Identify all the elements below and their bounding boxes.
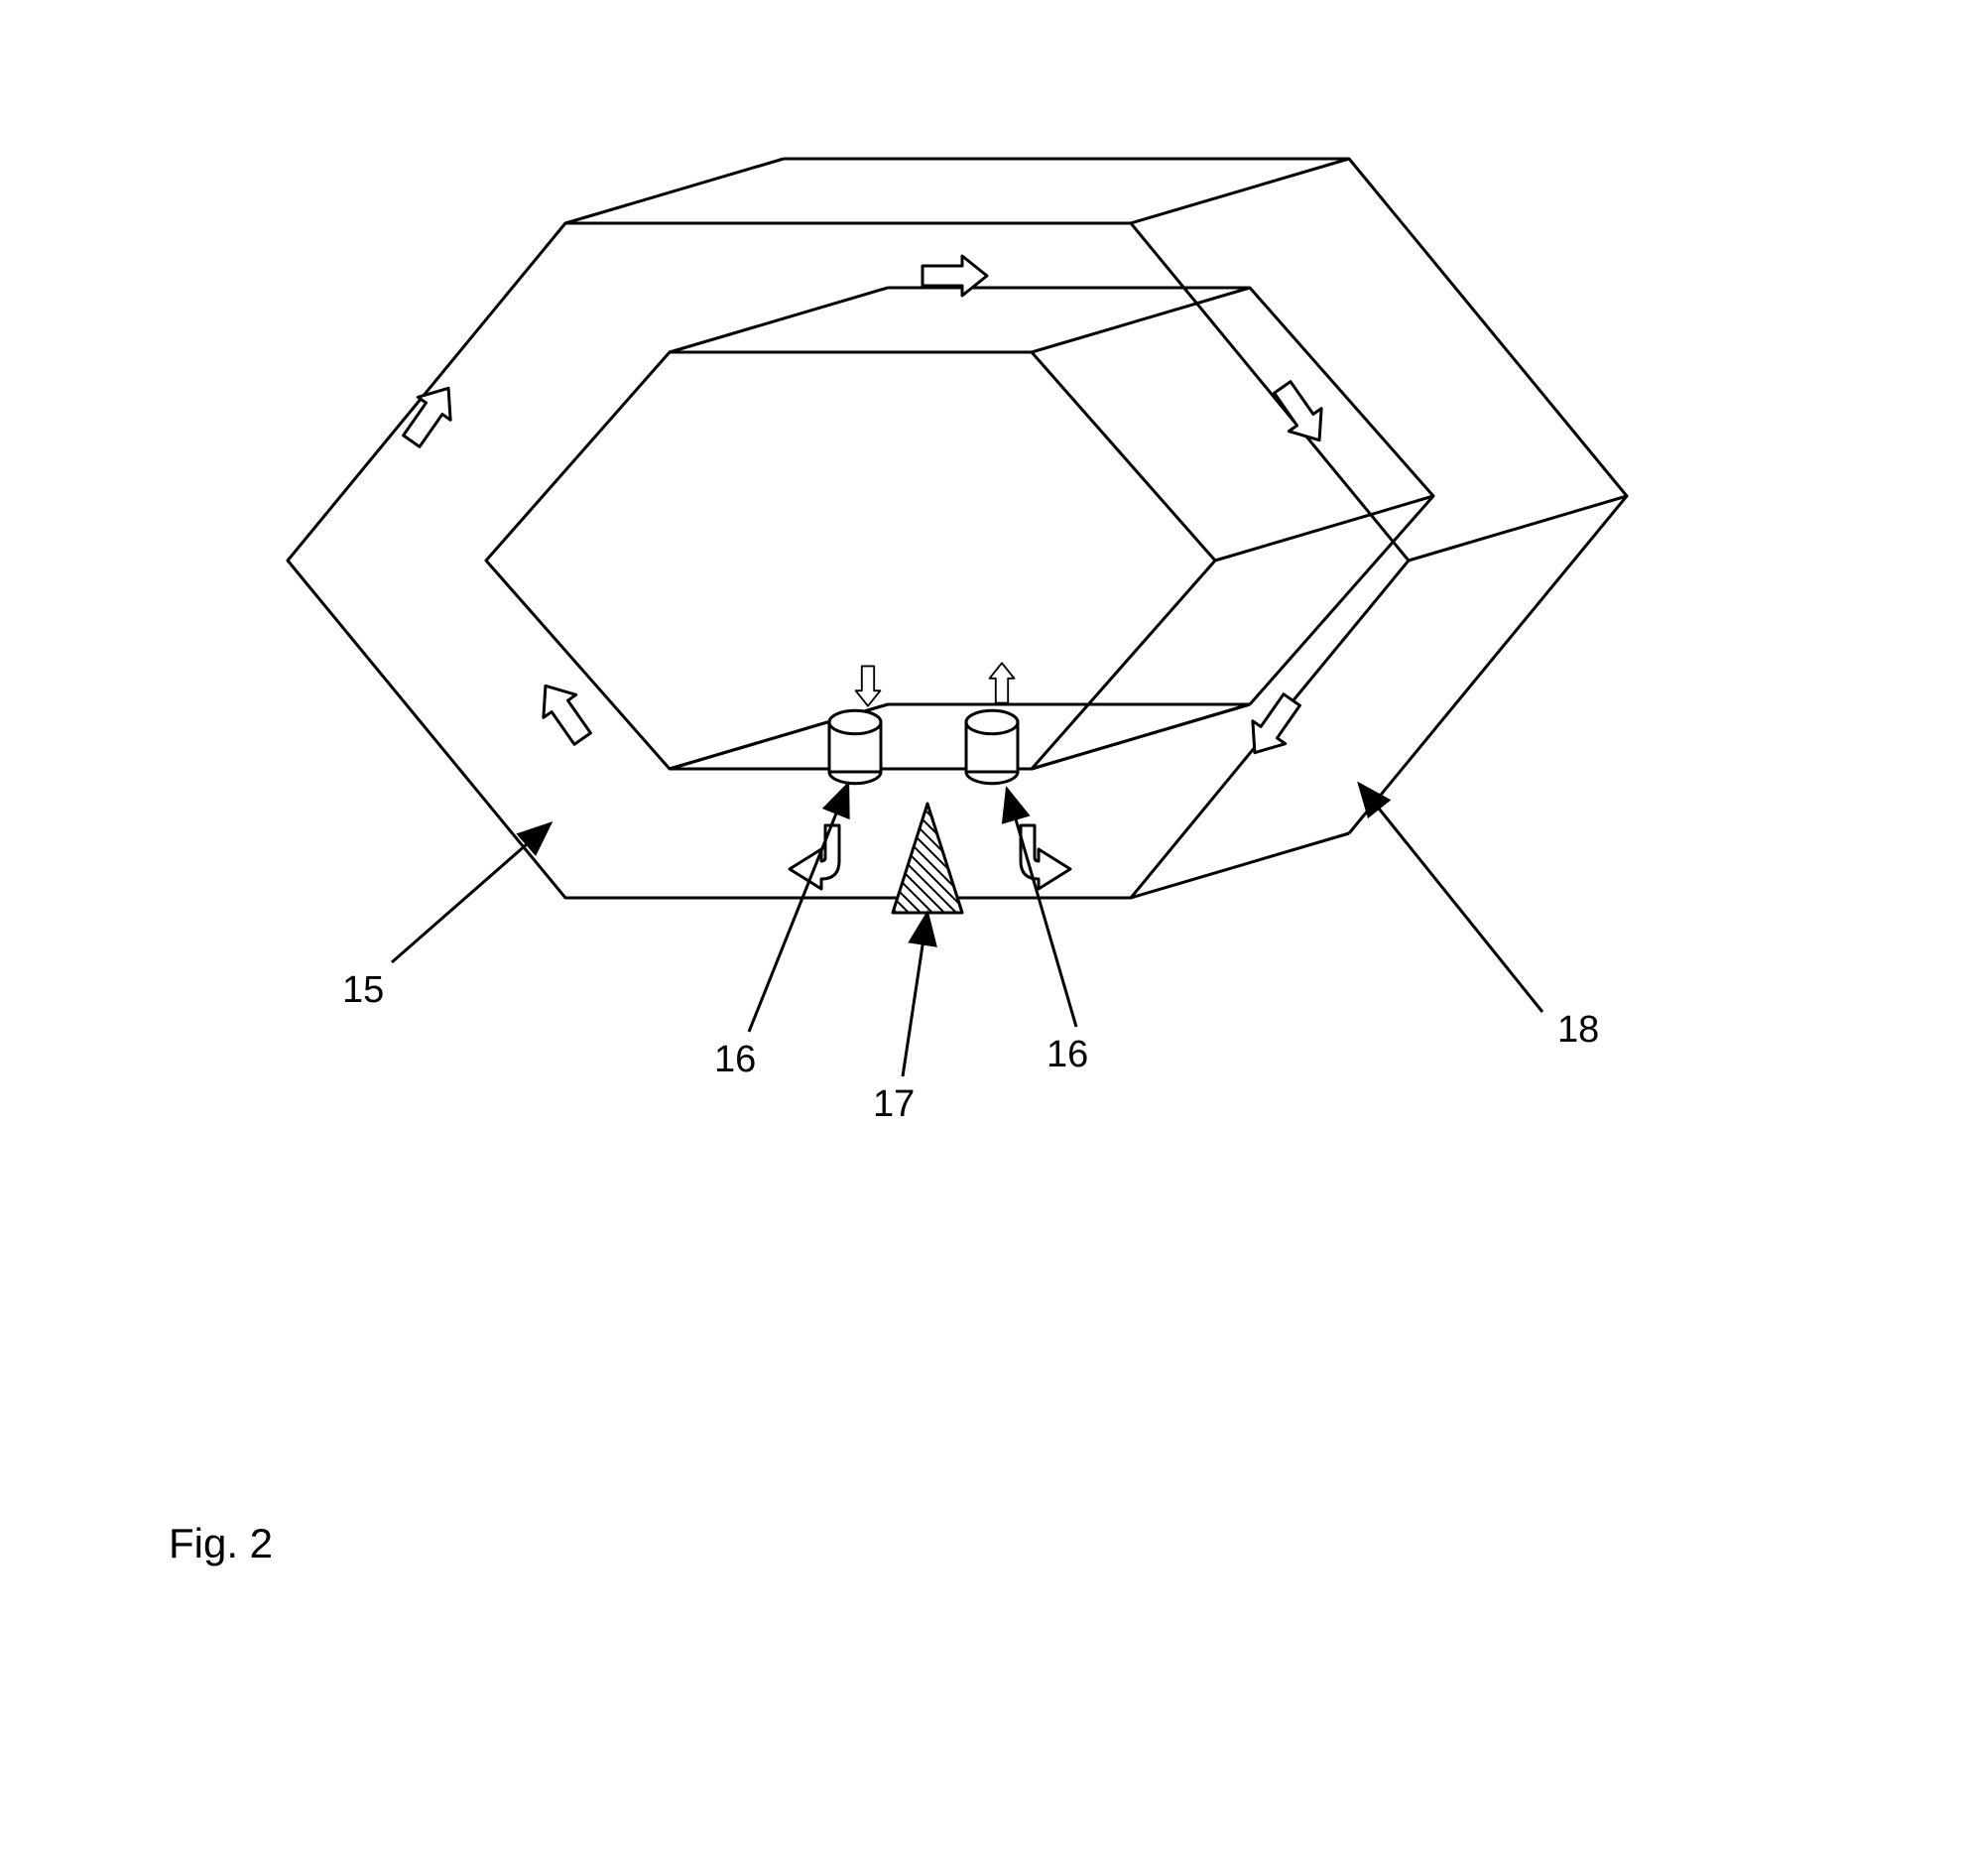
label-17: 17 (873, 913, 927, 1125)
circulation-arrow (1266, 376, 1335, 451)
cylinder-1 (966, 710, 1018, 783)
label-text-15: 15 (342, 969, 384, 1011)
label-16b: 16 (1007, 789, 1088, 1075)
label-text-18: 18 (1557, 1009, 1599, 1051)
label-18: 18 (1359, 784, 1599, 1051)
cylinder-0 (829, 710, 881, 783)
label-text-16b: 16 (1047, 1034, 1088, 1075)
circulation-arrow (923, 256, 987, 296)
figure-caption: Fig. 2 (169, 1520, 273, 1566)
label-15: 15 (342, 823, 551, 1011)
circulation-arrow (530, 675, 599, 750)
figure-diagram: 15 16 17 16 18 Fig. 2 (0, 0, 1970, 1876)
label-text-17: 17 (873, 1083, 915, 1125)
label-text-16a: 16 (714, 1039, 756, 1080)
turn-arrow-left (790, 825, 839, 889)
